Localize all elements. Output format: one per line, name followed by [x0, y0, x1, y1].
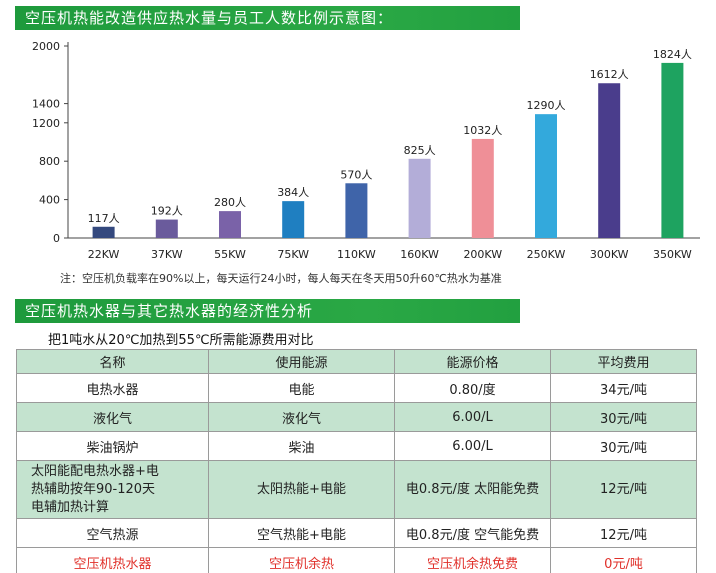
table-row: 空气热源 空气热能+电能 电0.8元/度 空气能免费 12元/吨 — [16, 518, 697, 548]
bar — [92, 226, 115, 238]
cell-price: 空压机余热免费 — [394, 547, 551, 573]
table-row: 电热水器 电能 0.80/度 34元/吨 — [16, 373, 697, 403]
bar — [471, 138, 494, 238]
x-tick-label: 110KW — [337, 248, 376, 261]
cell-price: 电0.8元/度 太阳能免费 — [394, 460, 551, 519]
table-row: 太阳能配电热水器+电 热辅助按年90-120天 电辅加热计算 太阳热能+电能 电… — [16, 460, 697, 519]
cell-avg-cost: 12元/吨 — [550, 460, 697, 519]
bar-value-label: 280人 — [214, 196, 246, 209]
bar-value-label: 1824人 — [653, 48, 692, 61]
chart-footnote: 注：空压机负载率在90%以上，每天运行24小时，每人每天在冬天用50升60℃热水… — [60, 272, 502, 285]
y-tick-label: 2000 — [32, 40, 60, 53]
bar — [598, 83, 621, 238]
table-header-row: 名称 使用能源 能源价格 平均费用 — [16, 349, 697, 374]
cost-comparison-table: 名称 使用能源 能源价格 平均费用 电热水器 电能 0.80/度 34元/吨 液… — [16, 349, 697, 573]
table-section-banner: 空压机热水器与其它热水器的经济性分析 — [15, 299, 520, 323]
cell-energy: 空气热能+电能 — [208, 518, 395, 548]
x-tick-label: 75KW — [277, 248, 309, 261]
bar-value-label: 1290人 — [527, 99, 566, 112]
cell-avg-cost: 30元/吨 — [550, 431, 697, 461]
header-price: 能源价格 — [394, 349, 551, 374]
cell-energy: 空压机余热 — [208, 547, 395, 573]
bar — [345, 183, 368, 238]
cell-name: 液化气 — [16, 402, 209, 432]
cell-name: 柴油锅炉 — [16, 431, 209, 461]
bar — [408, 158, 431, 238]
chart-section-banner: 空压机热能改造供应热水量与员工人数比例示意图： — [15, 6, 520, 30]
x-tick-label: 22KW — [88, 248, 120, 261]
cell-price: 6.00/L — [394, 402, 551, 432]
table-row-highlight: 空压机热水器 空压机余热 空压机余热免费 0元/吨 — [16, 547, 697, 573]
bar — [219, 211, 241, 238]
cell-energy: 液化气 — [208, 402, 395, 432]
x-tick-label: 37KW — [151, 248, 183, 261]
bar-value-label: 192人 — [151, 205, 183, 218]
cell-price: 0.80/度 — [394, 373, 551, 403]
bar — [155, 219, 178, 238]
header-energy: 使用能源 — [208, 349, 395, 374]
bar-chart: 0 400 800 1200 1400 2000 117人 22KW 192人 37KW 280人 5… — [32, 40, 700, 261]
x-tick-label: 200KW — [463, 248, 502, 261]
table-section-title: 空压机热水器与其它热水器的经济性分析 — [25, 302, 314, 320]
cell-name: 空压机热水器 — [16, 547, 209, 573]
x-tick-label: 250KW — [527, 248, 566, 261]
cell-energy: 电能 — [208, 373, 395, 403]
cell-avg-cost: 30元/吨 — [550, 402, 697, 432]
header-avg-cost: 平均费用 — [550, 349, 697, 374]
cell-energy: 柴油 — [208, 431, 395, 461]
cell-price: 6.00/L — [394, 431, 551, 461]
bar-value-label: 384人 — [277, 186, 309, 199]
y-tick-label: 800 — [39, 155, 60, 168]
cell-name: 太阳能配电热水器+电 热辅助按年90-120天 电辅加热计算 — [16, 460, 209, 519]
cell-name-line: 太阳能配电热水器+电 — [31, 463, 159, 479]
cell-energy: 太阳热能+电能 — [208, 460, 395, 519]
bar-value-label: 570人 — [340, 168, 372, 181]
bar — [661, 62, 684, 239]
cell-name: 空气热源 — [16, 518, 209, 548]
bar-value-label: 1032人 — [463, 124, 502, 137]
bar — [282, 201, 305, 238]
x-tick-label: 300KW — [590, 248, 629, 261]
table-row: 液化气 液化气 6.00/L 30元/吨 — [16, 402, 697, 432]
table-row: 柴油锅炉 柴油 6.00/L 30元/吨 — [16, 431, 697, 461]
x-tick-label: 350KW — [653, 248, 692, 261]
y-tick-label: 1400 — [32, 98, 60, 111]
cell-name: 电热水器 — [16, 373, 209, 403]
chart-section-title: 空压机热能改造供应热水量与员工人数比例示意图： — [25, 9, 394, 27]
cell-avg-cost: 0元/吨 — [550, 547, 697, 573]
comparison-subtitle: 把1吨水从20℃加热到55℃所需能源费用对比 — [48, 333, 314, 348]
cell-price: 电0.8元/度 空气能免费 — [394, 518, 551, 548]
bar-value-label: 117人 — [88, 212, 120, 225]
cell-avg-cost: 12元/吨 — [550, 518, 697, 548]
cell-avg-cost: 34元/吨 — [550, 373, 697, 403]
cell-name-line: 电辅加热计算 — [31, 499, 110, 515]
bar-value-label: 1612人 — [590, 68, 629, 81]
y-tick-label: 0 — [53, 232, 60, 245]
header-name: 名称 — [16, 349, 209, 374]
x-tick-label: 160KW — [400, 248, 439, 261]
x-tick-label: 55KW — [214, 248, 246, 261]
y-tick-label: 400 — [39, 194, 60, 207]
cell-name-line: 热辅助按年90-120天 — [31, 481, 156, 497]
y-tick-label: 1200 — [32, 117, 60, 130]
bar — [535, 114, 557, 238]
bar-value-label: 825人 — [404, 144, 436, 157]
